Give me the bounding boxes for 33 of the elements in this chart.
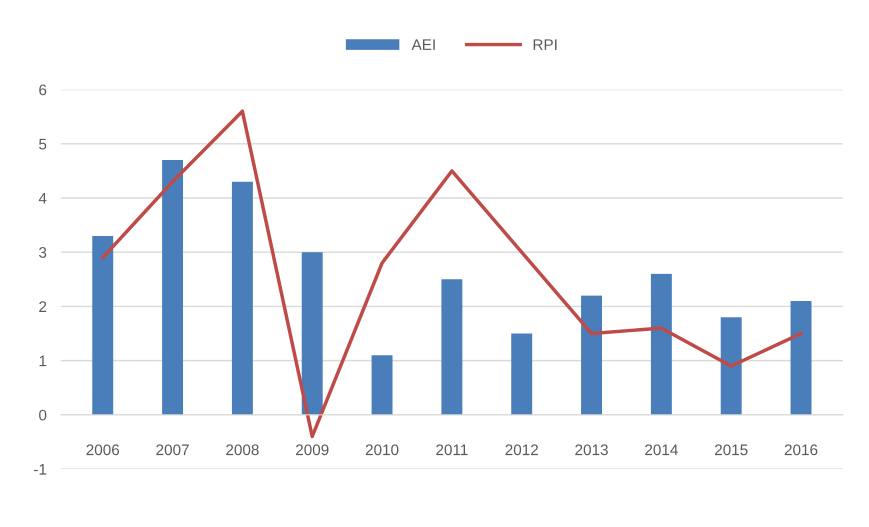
- y-tick-label: 1: [40, 356, 46, 366]
- x-tick-label: 2007: [156, 444, 189, 456]
- x-tick-label: 2011: [436, 444, 468, 456]
- x-tick-label: 2006: [86, 444, 120, 456]
- bar: [92, 236, 114, 415]
- y-tick-label: 4: [38, 193, 46, 204]
- x-tick-label: 2010: [366, 444, 398, 456]
- y-tick-label: 0: [39, 410, 46, 421]
- x-tick-label: 2016: [784, 444, 818, 456]
- x-tick-label: 2015: [714, 444, 748, 456]
- line-series: [100, 110, 803, 438]
- bar: [650, 274, 672, 415]
- x-tick-label: 2009: [296, 444, 328, 456]
- bar: [581, 296, 602, 415]
- bar: [441, 279, 462, 415]
- bar: [511, 334, 532, 415]
- y-tick-label: 2: [39, 301, 46, 312]
- legend-label: AEI: [412, 39, 435, 50]
- bar: [232, 182, 253, 415]
- x-tick-label: 2013: [575, 444, 608, 456]
- x-tick-label: 2008: [226, 444, 259, 456]
- y-tick-label: 5: [39, 138, 46, 150]
- x-tick-label: 2012: [505, 444, 538, 456]
- x-tick-label: 2014: [645, 444, 678, 456]
- bar: [162, 160, 184, 415]
- y-tick-label: 6: [39, 84, 46, 96]
- bar: [372, 355, 393, 415]
- bar: [720, 317, 742, 415]
- legend-label: RPI: [534, 39, 556, 50]
- bar: [302, 252, 323, 415]
- y-tick-label: 3: [39, 247, 46, 258]
- y-tick-label: -1: [34, 464, 46, 475]
- bar: [790, 300, 812, 415]
